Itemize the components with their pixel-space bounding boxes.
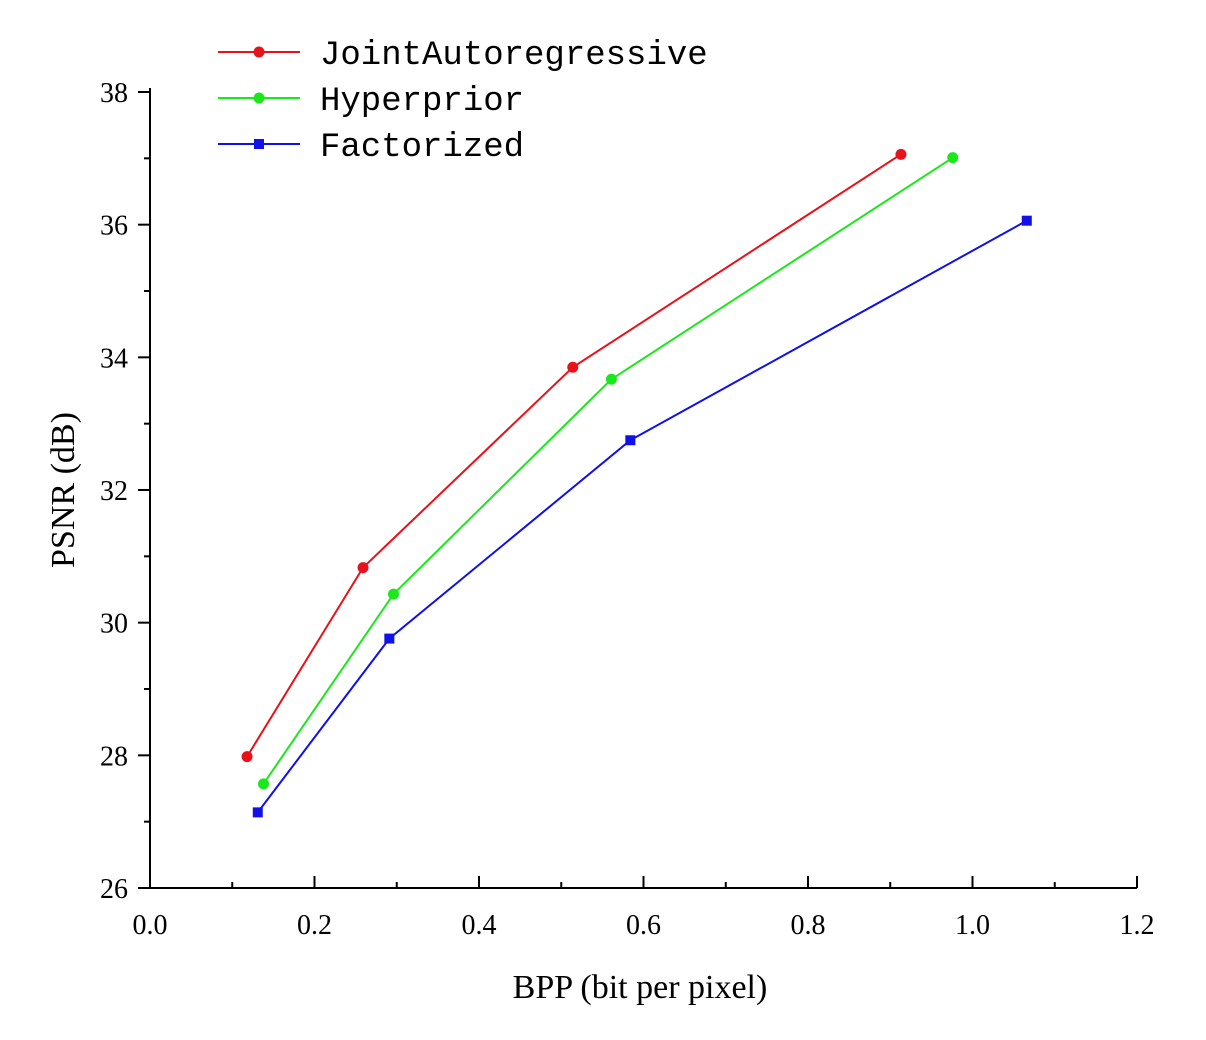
y-tick-label: 32 <box>100 476 128 507</box>
series-layer <box>241 148 1032 818</box>
data-point-jointautoregressive <box>241 751 253 763</box>
data-point-hyperprior <box>387 588 399 600</box>
series-hyperprior <box>258 152 959 790</box>
axes <box>149 88 1137 889</box>
legend-label-hyperprior: Hyperprior <box>320 83 524 121</box>
data-point-factorized <box>252 807 263 818</box>
y-tick-label: 30 <box>100 609 128 640</box>
data-point-jointautoregressive <box>567 361 579 373</box>
legend-entry-factorized: Factorized <box>218 129 524 167</box>
legend-entry-hyperprior: Hyperprior <box>218 83 524 121</box>
data-point-factorized <box>384 633 395 644</box>
data-point-jointautoregressive <box>895 148 907 160</box>
series-jointautoregressive <box>241 148 907 763</box>
x-tick-label: 0.0 <box>133 910 168 941</box>
y-tick-label: 28 <box>100 741 128 772</box>
ticks: 0.0 0.2 0.4 0.6 0.8 1.0 1.2 26 28 30 32 34 36 38 <box>100 78 1155 941</box>
x-tick-label: 1.0 <box>955 910 990 941</box>
y-tick-label: 36 <box>100 211 128 242</box>
legend-marker-jointautoregressive <box>253 46 265 58</box>
legend-label-factorized: Factorized <box>320 129 524 167</box>
data-point-hyperprior <box>258 778 270 790</box>
y-axis-title: PSNR (dB) <box>45 412 82 568</box>
x-tick-label: 1.2 <box>1120 910 1155 941</box>
x-tick-label: 0.8 <box>791 910 826 941</box>
y-tick-label: 38 <box>100 78 128 109</box>
legend-marker-factorized <box>254 139 264 149</box>
x-tick-label: 0.2 <box>297 910 332 941</box>
series-line-factorized <box>256 219 1028 813</box>
legend-marker-hyperprior <box>253 92 265 104</box>
data-point-hyperprior <box>605 373 617 385</box>
legend-entry-jointautoregressive: JointAutoregressive <box>218 37 708 75</box>
series-factorized <box>252 215 1032 818</box>
y-tick-label: 34 <box>100 343 128 374</box>
data-point-factorized <box>1021 215 1032 226</box>
x-tick-label: 0.6 <box>626 910 661 941</box>
data-point-hyperprior <box>947 152 959 164</box>
legend-label-jointautoregressive: JointAutoregressive <box>320 37 708 75</box>
series-line-hyperprior <box>262 156 954 785</box>
y-tick-label: 26 <box>100 874 128 905</box>
data-point-factorized <box>625 435 636 446</box>
x-axis-title: BPP (bit per pixel) <box>513 969 768 1006</box>
x-tick-label: 0.4 <box>462 910 497 941</box>
legend: JointAutoregressive Hyperprior Factorized <box>218 37 708 167</box>
series-line-jointautoregressive <box>246 153 902 758</box>
data-point-jointautoregressive <box>357 562 369 574</box>
